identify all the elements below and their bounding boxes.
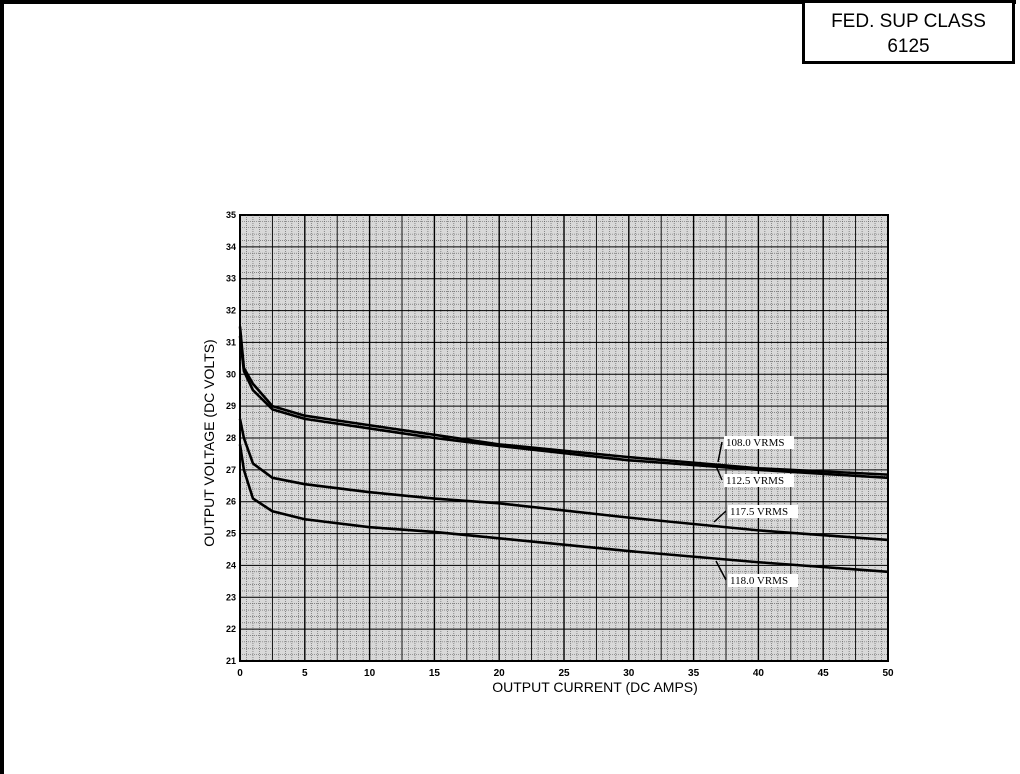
x-tick-label: 45 [818,668,830,679]
y-tick-label: 32 [226,306,236,316]
x-tick-label: 40 [753,668,765,679]
series-label-leader [715,465,723,481]
y-tick-label: 25 [226,529,236,539]
series-lines [238,326,889,574]
x-tick-label: 0 [237,668,243,679]
class-number: 6125 [887,36,930,57]
series-label-background [728,574,798,587]
series-label-leader [713,510,727,523]
y-tick-label: 21 [226,656,236,666]
series-label: 118.0 VRMS [730,575,788,587]
federal-supply-class-box: FED. SUP CLASS 6125 [802,0,1015,64]
y-tick-label: 27 [226,465,236,475]
x-axis-label: OUTPUT CURRENT (DC AMPS) [492,679,698,695]
series-label-leader [717,441,723,463]
y-tick-label: 23 [226,592,236,602]
series-labels: 108.0 VRMS 112.5 VRMS 117.5 VRMS 118.0 VRMS [713,436,798,587]
y-tick-label: 31 [226,337,236,347]
x-tick-label: 5 [302,668,308,679]
tick-labels: 0 5 10 15 20 25 30 35 40 45 50 21 22 23 24 25 26 27 28 29 30… [226,210,894,679]
series-line [238,335,889,480]
x-tick-label: 15 [429,668,441,679]
y-tick-label: 33 [226,274,236,284]
x-tick-label: 25 [558,668,570,679]
y-tick-label: 28 [226,433,236,443]
series-label-background [728,505,798,518]
series-label-background [724,436,794,449]
y-tick-label: 30 [226,369,236,379]
series-label-background [724,474,794,487]
y-tick-label: 22 [226,624,236,634]
y-tick-label: 34 [226,242,236,252]
x-tick-label: 35 [688,668,700,679]
y-axis-label: OUTPUT VOLTAGE (DC VOLTS) [201,339,217,546]
x-tick-label: 20 [494,668,506,679]
y-tick-label: 35 [226,210,236,220]
series-label: 108.0 VRMS [726,437,784,449]
series-label: 112.5 VRMS [726,475,784,487]
series-label-leader [715,560,727,581]
y-tick-label: 26 [226,497,236,507]
series-label: 117.5 VRMS [730,506,788,518]
x-tick-label: 30 [623,668,635,679]
series-line [238,444,889,574]
x-tick-label: 50 [882,668,894,679]
x-tick-label: 10 [364,668,376,679]
class-label: FED. SUP CLASS [831,11,986,32]
y-tick-label: 24 [226,560,236,570]
series-line [238,326,889,476]
y-tick-label: 29 [226,401,236,411]
series-line [238,418,889,542]
